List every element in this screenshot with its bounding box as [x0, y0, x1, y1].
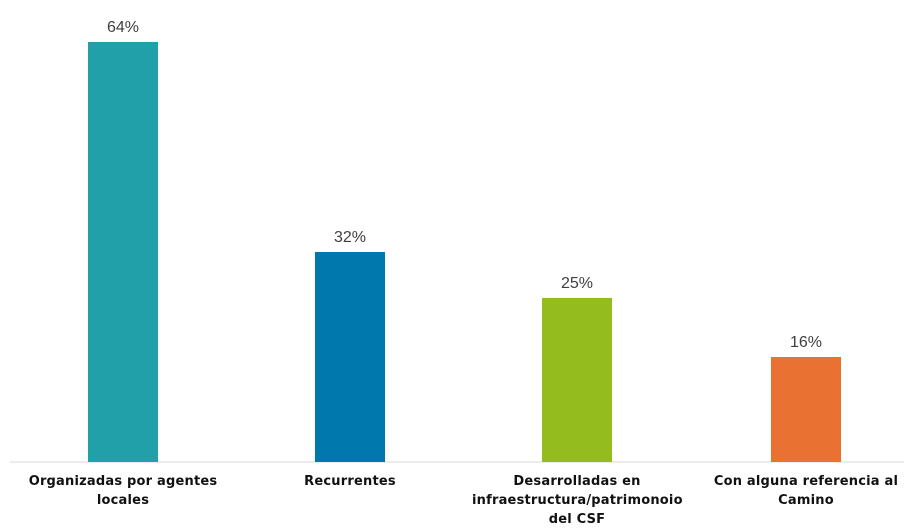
bar-2	[315, 252, 385, 462]
bar-series	[88, 42, 841, 462]
bar-4	[771, 357, 841, 462]
bar-1	[88, 42, 158, 462]
bar-3	[542, 297, 612, 462]
x-tick-label-1: Organizadas por agentes locales	[28, 474, 218, 508]
x-tick-label-3: Desarrolladas en infraestructura/patrimo…	[472, 474, 683, 527]
data-labels: 64% 32% 25% 16%	[107, 19, 822, 351]
x-tick-label-2: Recurrentes	[304, 474, 396, 489]
data-label-2: 32%	[334, 229, 366, 246]
data-label-4: 16%	[790, 334, 822, 351]
data-label-1: 64%	[107, 19, 139, 36]
data-label-3: 25%	[561, 275, 593, 292]
x-tick-label-4: Con alguna referencia al Camino	[713, 474, 899, 508]
